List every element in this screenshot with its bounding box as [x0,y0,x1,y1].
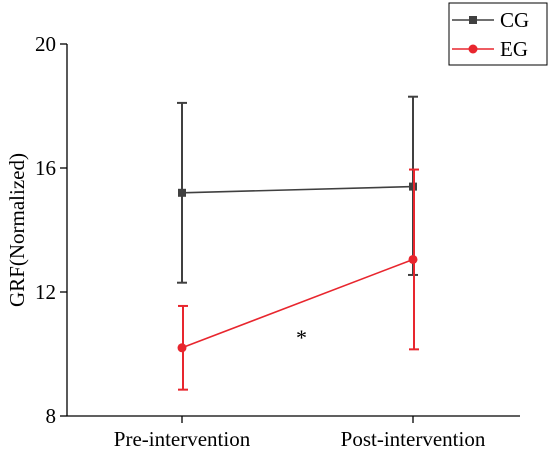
data-point [178,188,186,197]
data-point [408,254,418,264]
y-tick-label: 8 [46,404,57,428]
y-axis-title: GRF(Normalized) [5,153,29,307]
series-eg [177,168,419,391]
y-tick-label: 16 [35,156,56,180]
annotation-layer: * [296,325,307,350]
series-line [181,258,414,349]
legend-marker-eg [468,44,478,54]
legend-marker-cg [469,16,477,24]
legend: CG EG [448,2,548,66]
series-line [181,185,414,194]
x-ticks: Pre-intervention Post-intervention [114,416,486,451]
y-tick-label: 20 [35,32,56,56]
y-ticks: 8 12 16 20 [35,32,67,428]
significance-marker: * [296,325,307,350]
series-cg [177,95,418,284]
x-category-label: Pre-intervention [114,427,251,451]
legend-label-eg: EG [500,37,528,61]
legend-label-cg: CG [500,8,529,32]
legend-box [448,2,548,66]
axes [66,44,520,417]
y-tick-label: 12 [35,280,56,304]
data-point [177,343,187,353]
series-layer [177,95,419,391]
x-category-label: Post-intervention [341,427,486,451]
